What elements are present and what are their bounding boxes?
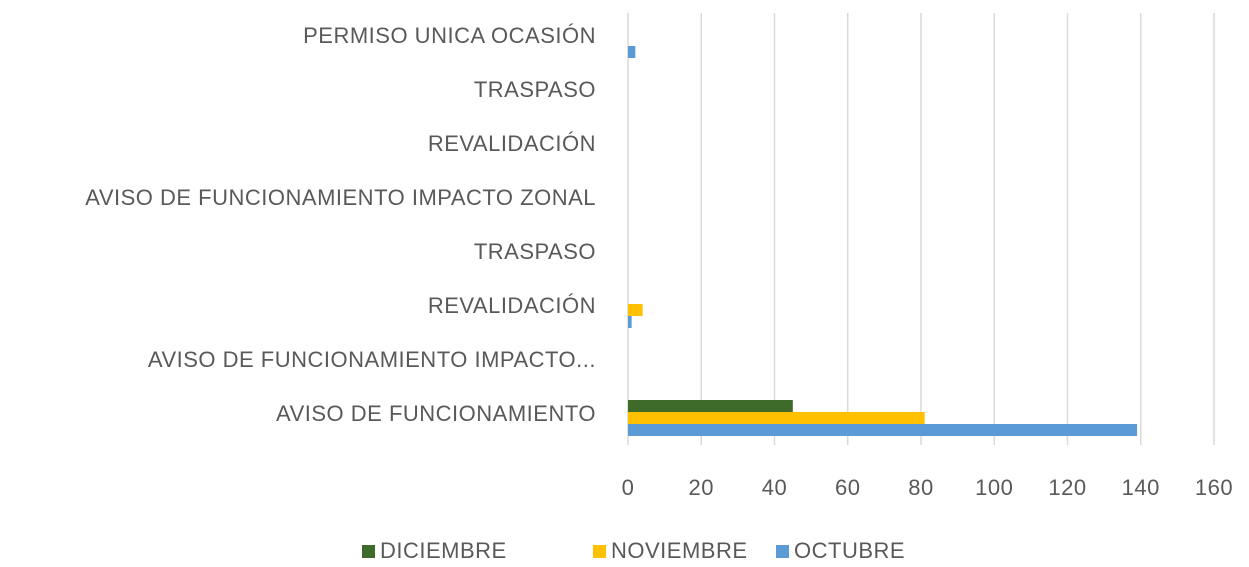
legend-label: NOVIEMBRE	[611, 538, 748, 563]
x-tick-label: 160	[1195, 475, 1233, 500]
legend-marker	[362, 545, 375, 558]
y-tick-label: PERMISO UNICA OCASIÓN	[303, 23, 596, 48]
legend-label: DICIEMBRE	[380, 538, 507, 563]
bar	[628, 412, 925, 424]
bar	[628, 424, 1138, 436]
x-tick-label: 60	[835, 475, 860, 500]
x-tick-label: 20	[689, 475, 714, 500]
legend-marker	[776, 545, 789, 558]
x-tick-label: 0	[622, 475, 635, 500]
bar	[628, 400, 793, 412]
y-tick-label: TRASPASO	[474, 77, 596, 102]
y-tick-label: AVISO DE FUNCIONAMIENTO IMPACTO ZONAL	[85, 185, 596, 210]
y-tick-label: REVALIDACIÓN	[428, 131, 596, 156]
x-tick-label: 140	[1122, 475, 1160, 500]
y-tick-label: TRASPASO	[474, 239, 596, 264]
y-tick-label: AVISO DE FUNCIONAMIENTO	[276, 401, 596, 426]
bar	[628, 304, 643, 316]
x-tick-label: 100	[975, 475, 1013, 500]
x-tick-label: 80	[908, 475, 933, 500]
bar	[628, 46, 636, 58]
x-tick-label: 120	[1048, 475, 1086, 500]
bar	[628, 316, 632, 328]
legend-marker	[593, 545, 606, 558]
x-tick-label: 40	[762, 475, 787, 500]
y-tick-label: AVISO DE FUNCIONAMIENTO IMPACTO...	[148, 347, 596, 372]
legend-label: OCTUBRE	[794, 538, 905, 563]
y-tick-label: REVALIDACIÓN	[428, 293, 596, 318]
